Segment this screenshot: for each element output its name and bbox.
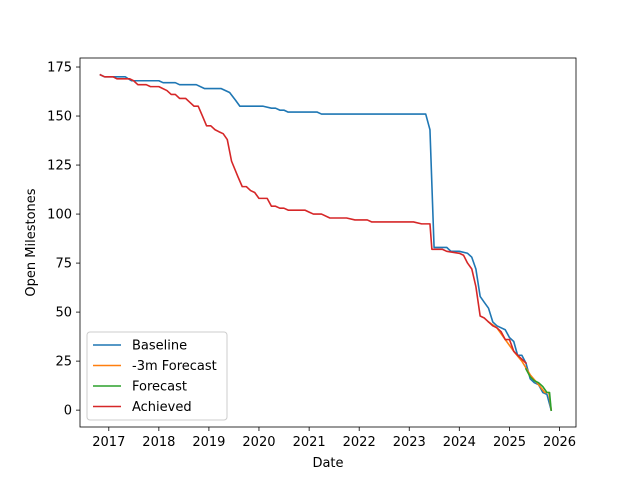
series-line-achieved: [99, 73, 528, 365]
x-tick-label: 2019: [192, 435, 225, 450]
y-tick-label: 125: [47, 159, 72, 174]
series-layer: [99, 73, 553, 412]
x-tick-label: 2017: [92, 435, 125, 450]
x-axis-label: Date: [312, 456, 343, 471]
y-tick-label: 50: [55, 306, 72, 321]
legend-label-3m-forecast: -3m Forecast: [132, 359, 217, 374]
y-tick-label: 0: [64, 404, 72, 419]
legend-box: [86, 331, 228, 421]
x-tick-label: 2025: [493, 435, 526, 450]
y-axis: 0 25 50 75 100 125 150 175: [47, 61, 80, 419]
x-tick-label: 2020: [242, 435, 275, 450]
legend-label-baseline: Baseline: [132, 339, 187, 354]
y-tick-label: 175: [47, 61, 72, 76]
x-tick-label: 2021: [293, 435, 326, 450]
legend-label-achieved: Achieved: [132, 400, 192, 415]
y-tick-label: 75: [55, 257, 72, 272]
y-tick-label: 25: [55, 355, 72, 370]
x-tick-label: 2023: [393, 435, 426, 450]
legend: Baseline -3m Forecast Forecast Achieved: [86, 331, 228, 421]
x-tick-label: 2022: [343, 435, 376, 450]
x-tick-label: 2026: [543, 435, 576, 450]
series-line-baseline: [99, 73, 553, 412]
x-axis: 2017 2018 2019 2020 2021 2022 2023 2024 2025 2026: [92, 427, 576, 450]
plot-frame: [79, 57, 577, 428]
x-tick-label: 2024: [443, 435, 476, 450]
x-tick-label: 2018: [142, 435, 175, 450]
y-tick-label: 150: [47, 110, 72, 125]
legend-label-forecast: Forecast: [132, 380, 187, 395]
y-tick-label: 100: [47, 208, 72, 223]
y-axis-label: Open Milestones: [24, 188, 39, 296]
series-line-forecast: [524, 367, 553, 412]
